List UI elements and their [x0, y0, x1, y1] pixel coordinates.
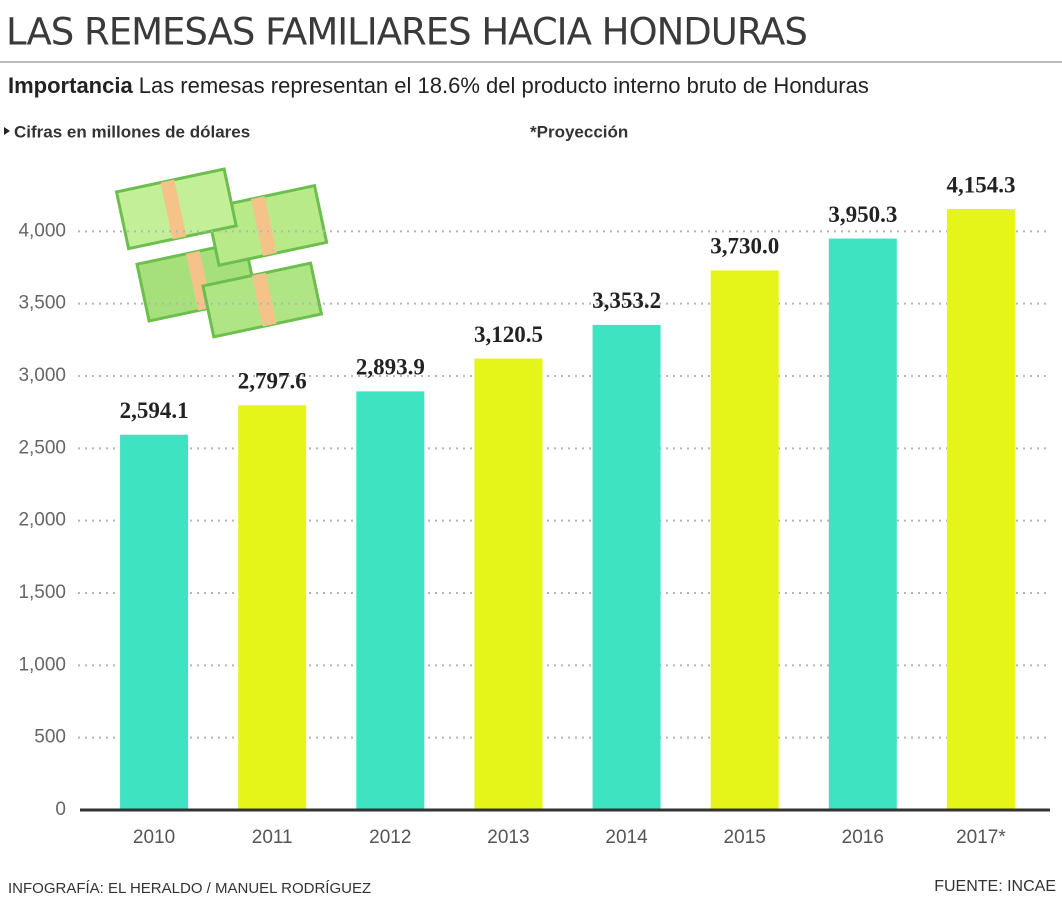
- value-label: 3,120.5: [474, 322, 543, 347]
- x-tick-label: 2017*: [956, 827, 1006, 848]
- bar: [592, 324, 661, 810]
- y-tick-label: 3,500: [18, 293, 66, 314]
- subtitle: Importancia Las remesas representan el 18…: [8, 73, 869, 98]
- y-tick-label: 0: [55, 799, 66, 820]
- bar: [828, 238, 897, 811]
- y-tick-label: 2,500: [18, 437, 66, 458]
- x-tick-label: 2010: [133, 827, 175, 848]
- y-tick-label: 2,000: [18, 510, 66, 531]
- unit-note: Cifras en millones de dólares: [14, 122, 250, 141]
- subtitle-text: Las remesas representan el 18.6% del pro…: [139, 73, 869, 98]
- money-illustration: [114, 167, 329, 339]
- bar: [710, 270, 779, 811]
- y-tick-label: 1,500: [18, 582, 66, 603]
- bar: [120, 434, 189, 810]
- subtitle-lead: Importancia: [8, 73, 133, 98]
- value-label: 3,353.2: [592, 288, 661, 313]
- bar: [238, 405, 307, 810]
- value-label: 2,594.1: [120, 398, 189, 423]
- bar: [474, 358, 543, 810]
- y-tick-label: 1,000: [18, 654, 66, 675]
- value-label: 2,797.6: [238, 369, 307, 394]
- x-tick-label: 2012: [369, 827, 411, 848]
- projection-note: *Proyección: [530, 122, 628, 141]
- chart-title: LAS REMESAS FAMILIARES HACIA HONDURAS: [6, 11, 807, 54]
- x-tick-label: 2014: [605, 827, 648, 848]
- x-tick-label: 2016: [842, 827, 884, 848]
- y-tick-label: 4,000: [18, 220, 66, 241]
- bar: [946, 209, 1015, 811]
- value-label: 2,893.9: [356, 355, 425, 380]
- value-label: 4,154.3: [946, 172, 1015, 197]
- bar: [356, 391, 425, 810]
- y-tick-label: 3,000: [18, 365, 66, 386]
- x-tick-label: 2015: [724, 827, 766, 848]
- x-tick-label: 2013: [487, 827, 529, 848]
- y-tick-label: 500: [34, 727, 66, 748]
- credit: INFOGRAFÍA: EL HERALDO / MANUEL RODRÍGUE…: [8, 880, 371, 897]
- value-label: 3,950.3: [828, 202, 897, 227]
- value-label: 3,730.0: [710, 234, 779, 259]
- source: FUENTE: INCAE: [934, 878, 1056, 895]
- x-tick-label: 2011: [252, 827, 293, 848]
- note-marker: [4, 127, 10, 135]
